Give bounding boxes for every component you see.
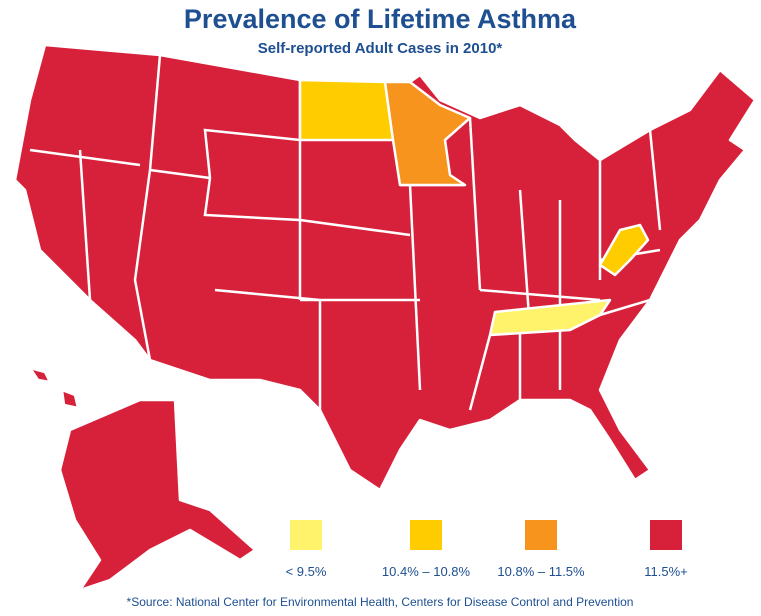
legend-label: 11.5%+ <box>644 564 688 579</box>
state <box>383 80 472 187</box>
mainland <box>13 43 757 492</box>
state <box>298 78 395 142</box>
state <box>598 223 650 277</box>
legend-label: < 9.5% <box>286 564 327 579</box>
map-title: Prevalence of Lifetime Asthma <box>184 4 577 34</box>
map <box>13 43 757 592</box>
legend: < 9.5% 10.4% – 10.8% 10.8% – 11.5% 11.5%+ <box>286 520 688 579</box>
legend-label: 10.4% – 10.8% <box>382 564 471 579</box>
hawaii <box>28 366 52 384</box>
hawaii <box>60 388 80 410</box>
map-subtitle: Self-reported Adult Cases in 2010* <box>258 40 503 57</box>
legend-swatch <box>290 520 322 550</box>
legend-swatch <box>410 520 442 550</box>
state <box>488 298 612 337</box>
alaska <box>58 398 257 592</box>
legend-swatch <box>650 520 682 550</box>
source-note: *Source: National Center for Environment… <box>127 595 634 609</box>
legend-label: 10.8% – 11.5% <box>497 564 585 579</box>
legend-swatch <box>525 520 557 550</box>
